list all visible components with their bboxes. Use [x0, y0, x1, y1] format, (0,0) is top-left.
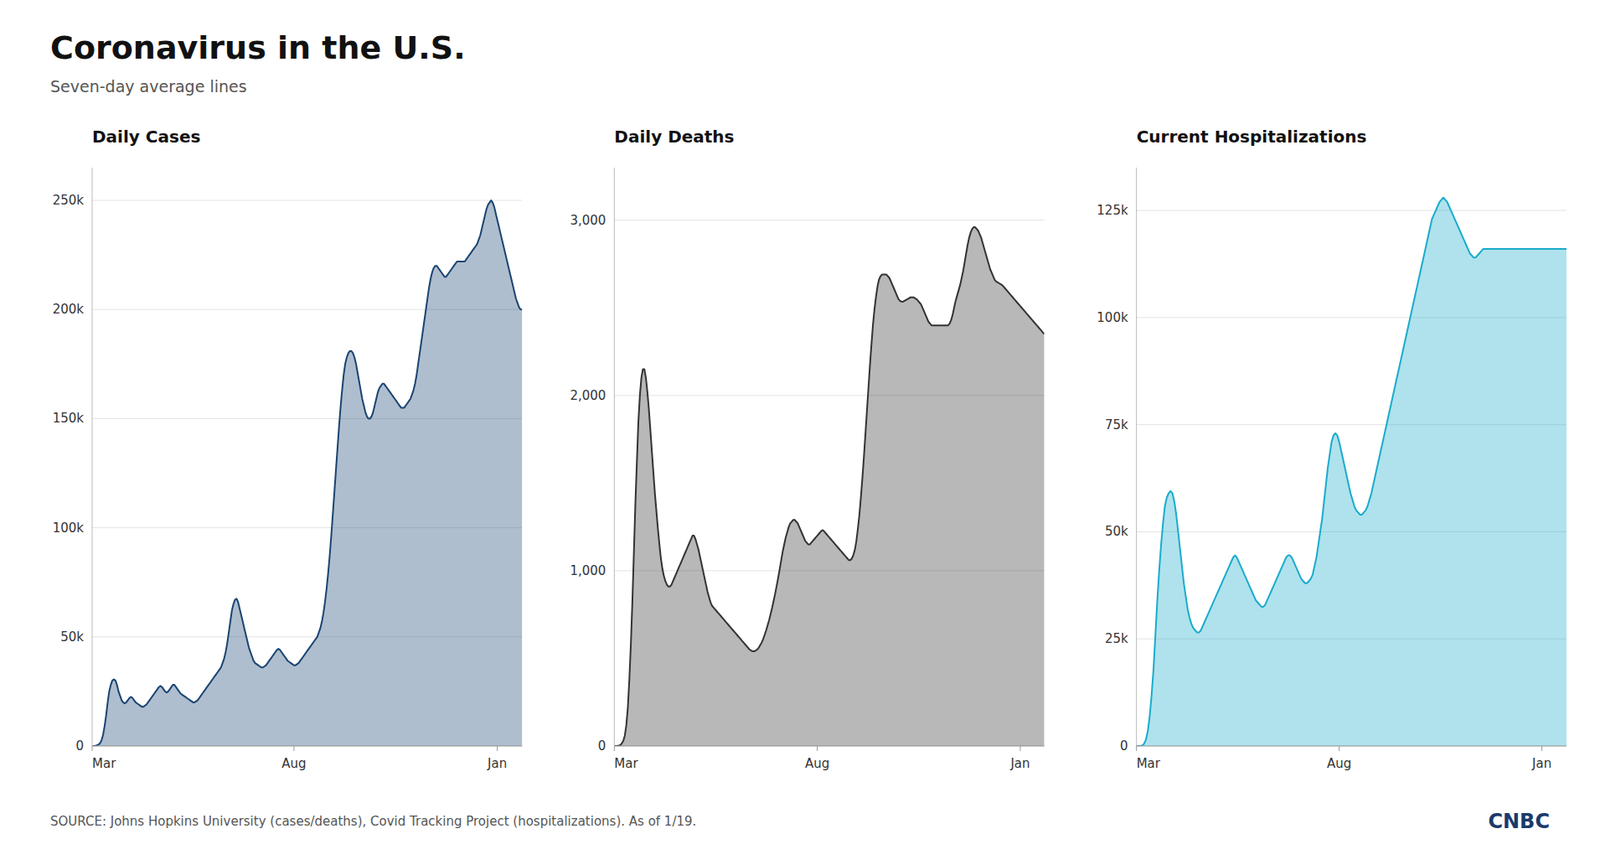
y-tick-label: 0 [1120, 738, 1129, 754]
background [0, 0, 1600, 865]
x-tick [1019, 745, 1021, 751]
area-fill [1136, 197, 1567, 746]
y-tick-label: 250k [52, 192, 85, 208]
y-tick-label: 0 [598, 738, 607, 754]
x-tick [496, 745, 498, 751]
x-tick-label: Jan [1531, 755, 1552, 771]
x-tick-label: Mar [614, 755, 639, 771]
y-tick-label: 200k [52, 301, 85, 317]
y-tick-label: 1,000 [569, 562, 606, 579]
chart-title: Daily Deaths [614, 126, 734, 147]
grid-line [92, 745, 522, 747]
plot-area [92, 200, 522, 746]
x-tick [293, 745, 295, 751]
plot-area [614, 227, 1044, 746]
page-title: Coronavirus in the U.S. [50, 29, 466, 67]
x-axis-line [1136, 745, 1567, 747]
grid-line [614, 745, 1044, 747]
page-subtitle: Seven-day average lines [50, 77, 248, 96]
x-tick-label: Jan [1009, 755, 1030, 771]
grid-line [1136, 210, 1567, 212]
x-axis-line [614, 745, 1044, 747]
logo-text: CNBC [1487, 809, 1550, 833]
panel: Daily Cases 0 50k 100k 150k 200k 250k Mar Aug Jan [52, 126, 523, 771]
x-tick [816, 745, 818, 751]
x-tick-label: Mar [1136, 755, 1162, 771]
y-tick-label: 100k [52, 520, 85, 536]
y-tick-label: 2,000 [569, 387, 606, 403]
plot-area [1136, 197, 1567, 746]
area-fill [92, 200, 522, 746]
x-tick [92, 745, 93, 751]
y-tick-label: 75k [1104, 417, 1129, 433]
panel: Current Hospitalizations 0 25k 50k 75k 100k 12… [1096, 126, 1567, 771]
x-tick [1135, 745, 1137, 751]
y-tick-label: 100k [1096, 309, 1129, 326]
area-fill [614, 227, 1044, 746]
source-note: SOURCE: Johns Hopkins University (cases/… [50, 813, 697, 829]
x-tick-label: Jan [486, 755, 507, 771]
area-line [614, 227, 1044, 746]
grid-line [1136, 745, 1567, 747]
x-tick-label: Mar [92, 755, 117, 771]
x-axis-line [92, 745, 522, 747]
y-tick-label: 0 [75, 738, 84, 754]
x-tick-label: Aug [1326, 755, 1352, 771]
area-line [1136, 197, 1567, 746]
grid-line [614, 219, 1044, 221]
chart-title: Daily Cases [92, 126, 201, 147]
grid-line [92, 200, 522, 202]
y-axis-line [92, 167, 93, 746]
chart-page: Coronavirus in the U.S. Seven-day average… [0, 0, 1600, 865]
y-tick-label: 3,000 [569, 212, 606, 228]
x-tick [1541, 745, 1543, 751]
x-tick [1338, 745, 1340, 751]
panel: Daily Deaths 0 1,000 2,000 3,000 Mar Aug Jan [569, 126, 1044, 771]
x-tick [614, 745, 615, 751]
x-tick-label: Aug [805, 755, 830, 771]
area-line [92, 200, 522, 746]
chart-title: Current Hospitalizations [1136, 126, 1368, 147]
y-axis-line [614, 167, 615, 746]
x-tick-label: Aug [281, 755, 306, 771]
y-tick-label: 150k [52, 410, 85, 426]
y-tick-label: 125k [1096, 202, 1129, 218]
y-tick-label: 25k [1104, 630, 1129, 646]
y-tick-label: 50k [1104, 523, 1129, 539]
y-tick-label: 50k [60, 629, 84, 645]
y-axis-line [1135, 167, 1137, 746]
